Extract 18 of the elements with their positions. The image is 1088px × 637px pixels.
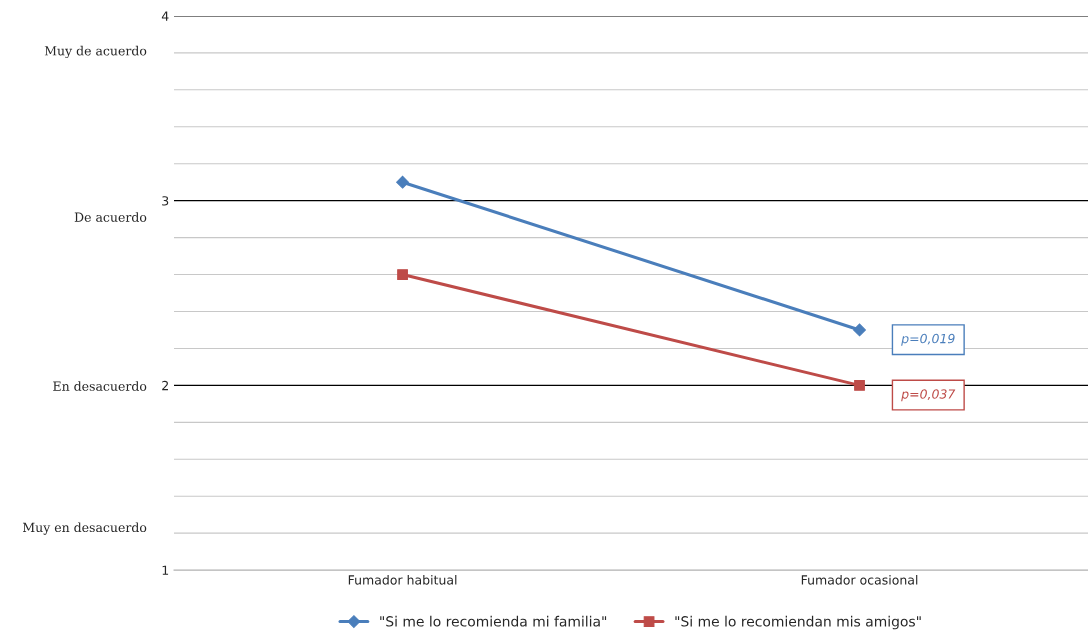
- point: [853, 323, 866, 337]
- text: En desacuerdo: [53, 381, 147, 391]
- point: [854, 380, 865, 391]
- text: Muy de acuerdo: [44, 45, 147, 59]
- text: Muy en desacuerdo: [22, 522, 147, 535]
- legend-label: "Si me lo recomienda mi familia": [380, 615, 607, 627]
- y-tick-label: 2: [162, 380, 168, 391]
- point: [397, 269, 408, 280]
- annotation: p=0,019: [901, 333, 955, 346]
- y-tick-label: 3: [162, 196, 169, 206]
- y-tick-label: 1: [162, 565, 169, 575]
- x-tick-label: Fumador ocasional: [801, 574, 918, 585]
- annotation: p=0,037: [901, 389, 956, 402]
- legend-label: "Si me lo recomiendan mis amigos": [675, 615, 921, 630]
- text: De acuerdo: [74, 212, 147, 222]
- x-tick-label: Fumador habitual: [348, 574, 457, 585]
- point: [396, 175, 409, 189]
- y-tick-label: 4: [161, 11, 169, 21]
